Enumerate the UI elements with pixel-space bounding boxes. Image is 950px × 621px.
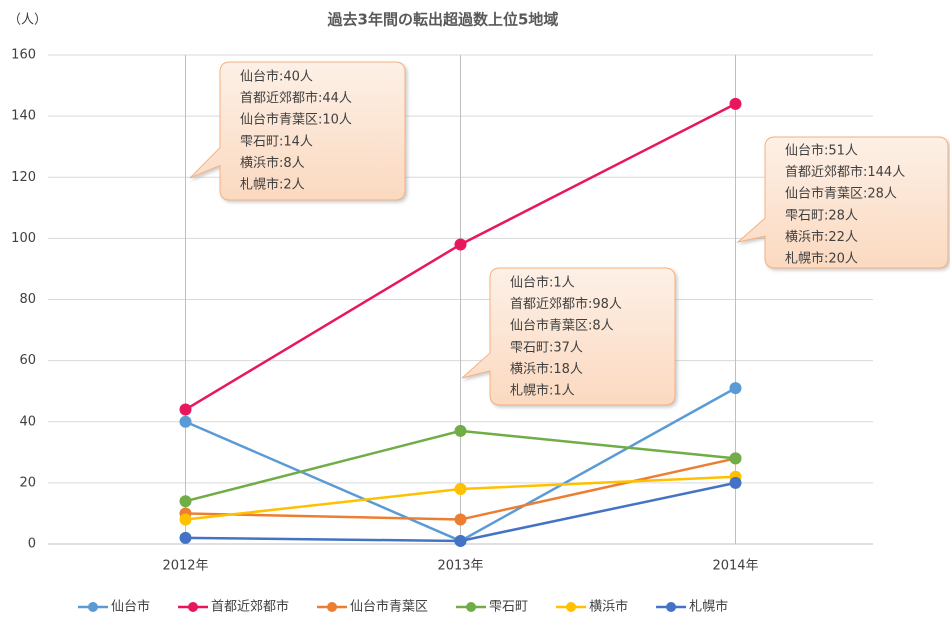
callout-text: 札幌市:2人 <box>240 177 305 193</box>
point <box>179 513 192 526</box>
y-tick-label: 40 <box>19 414 36 429</box>
legend-marker <box>466 602 477 612</box>
point <box>179 531 192 544</box>
callout-text: 仙台市:51人 <box>785 143 858 159</box>
callout-text: 仙台市:1人 <box>510 275 575 291</box>
legend-marker <box>666 602 677 612</box>
legend-label: 横浜市 <box>589 599 628 615</box>
y-tick-label: 20 <box>19 475 36 490</box>
point <box>729 476 742 489</box>
x-tick-label: 2014年 <box>712 559 758 574</box>
y-tick-label: 60 <box>19 353 36 368</box>
x-tick-label: 2012年 <box>162 559 208 574</box>
legend-marker <box>88 602 98 612</box>
chart-title: 過去3年間の転出超過数上位5地域 <box>327 11 559 29</box>
legend-label: 雫石町 <box>489 600 528 615</box>
point <box>179 495 192 508</box>
point <box>729 97 742 110</box>
y-tick-label: 120 <box>11 170 36 185</box>
callout-text: 雫石町:37人 <box>510 340 583 355</box>
y-tick-label: 160 <box>11 48 36 63</box>
point <box>454 534 467 547</box>
callout-text: 仙台市青葉区:28人 <box>785 186 897 202</box>
point <box>729 452 742 465</box>
point <box>454 424 467 437</box>
callout-box <box>189 61 406 201</box>
point <box>179 403 192 416</box>
callout-text: 雫石町:14人 <box>240 134 313 149</box>
callout-text: 首都近郊都市:144人 <box>785 164 905 180</box>
callout-text: 仙台市:40人 <box>240 69 313 85</box>
legend-label: 首都近郊都市 <box>211 599 289 615</box>
y-tick-label: 100 <box>11 231 36 246</box>
legend-marker <box>188 602 199 612</box>
callout-text: 横浜市:8人 <box>240 155 305 171</box>
callout-text: 首都近郊都市:44人 <box>240 90 352 106</box>
point <box>179 415 192 428</box>
legend-marker <box>566 602 577 612</box>
callout-text: 雫石町:28人 <box>785 208 858 223</box>
y-axis-label: （人） <box>8 13 47 28</box>
callout <box>736 136 949 269</box>
callout-text: 仙台市青葉区:10人 <box>240 112 352 128</box>
callout-box <box>461 267 676 406</box>
legend-label: 札幌市 <box>689 599 728 615</box>
point <box>454 482 467 495</box>
point <box>454 238 467 251</box>
callout <box>189 61 406 201</box>
callout-text: 横浜市:18人 <box>510 361 583 377</box>
y-tick-label: 140 <box>11 109 36 124</box>
y-tick-label: 80 <box>19 292 36 307</box>
callout-box <box>736 136 949 269</box>
legend-label: 仙台市 <box>111 599 150 615</box>
legend-marker <box>327 602 338 612</box>
legend-label: 仙台市青葉区 <box>350 599 428 615</box>
point <box>454 513 467 526</box>
point <box>729 382 742 395</box>
callout-text: 横浜市:22人 <box>785 229 858 245</box>
callout-text: 札幌市:1人 <box>510 383 575 399</box>
y-tick-label: 0 <box>28 537 36 552</box>
callout-text: 首都近郊都市:98人 <box>510 296 622 312</box>
callout-text: 仙台市青葉区:8人 <box>510 318 614 334</box>
callout <box>461 267 676 406</box>
callout-text: 札幌市:20人 <box>785 251 858 267</box>
x-tick-label: 2013年 <box>437 559 483 574</box>
